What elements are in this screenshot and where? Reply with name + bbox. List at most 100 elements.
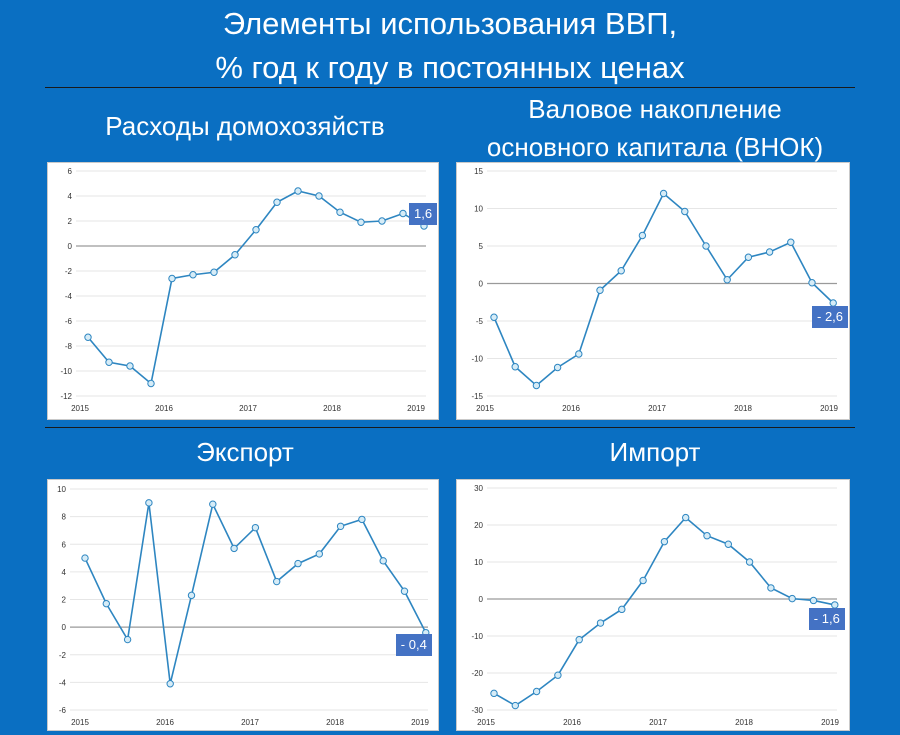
y-tick-label: 4: [62, 568, 67, 577]
data-point: [210, 268, 218, 276]
data-point: [809, 596, 818, 605]
data-point: [808, 279, 816, 287]
data-point: [166, 680, 174, 688]
y-tick-label: 6: [62, 540, 67, 549]
data-point: [703, 532, 711, 540]
data-point: [145, 499, 153, 507]
y-tick-label: 0: [62, 623, 67, 632]
title-divider: [45, 87, 855, 88]
data-point: [575, 350, 583, 358]
chart-title-export: Экспорт: [196, 437, 294, 467]
x-tick-label: 2017: [649, 718, 667, 727]
x-tick-label: 2019: [821, 718, 839, 727]
x-tick-label: 2015: [71, 404, 89, 413]
data-point: [147, 379, 155, 388]
chart-panel-export: -6 -4 -2 0 2 4 6 8 10 2015 2016 2017 2018 2019 - 0,4: [47, 479, 439, 731]
data-point: [102, 599, 110, 608]
data-point: [682, 513, 690, 522]
data-point: [399, 209, 407, 218]
chart-panel-import: -30 -20 -10 0 10 20 30 2015 2016 2017 2018 2019 - 1…: [456, 479, 850, 731]
series-line: [87, 190, 425, 385]
data-point: [659, 189, 668, 198]
data-point: [638, 231, 647, 240]
y-tick-label: -2: [65, 267, 73, 276]
data-point: [511, 701, 519, 710]
data-point: [575, 636, 583, 644]
y-tick-label: 10: [57, 485, 66, 494]
y-tick-label: -15: [471, 392, 483, 401]
y-tick-label: -5: [476, 317, 484, 326]
y-tick-label: -4: [59, 678, 67, 687]
chart-title-import: Импорт: [609, 437, 701, 467]
series-line: [493, 192, 834, 387]
data-point: [294, 559, 302, 568]
data-point: [209, 500, 217, 508]
x-tick-label: 2015: [477, 718, 495, 727]
data-point: [105, 358, 113, 366]
y-tick-label: 15: [474, 167, 483, 176]
y-tick-label: -4: [65, 292, 73, 301]
x-tick-label: 2018: [734, 404, 752, 413]
data-point: [400, 587, 409, 595]
data-point: [596, 286, 604, 294]
data-point: [702, 242, 710, 250]
data-point: [788, 594, 796, 603]
data-point: [765, 248, 774, 256]
y-tick-label: 8: [62, 513, 67, 522]
y-tick-label: 0: [479, 595, 484, 604]
data-point: [123, 635, 132, 644]
data-point: [252, 226, 260, 234]
x-tick-label: 2019: [820, 404, 838, 413]
x-tick-label: 2015: [71, 718, 89, 727]
data-point: [294, 187, 302, 195]
x-tick-label: 2016: [562, 404, 580, 413]
y-tick-label: -30: [471, 706, 483, 715]
data-point: [617, 267, 625, 275]
data-point: [596, 619, 605, 627]
chart-title-household: Расходы домохозяйств: [105, 111, 385, 141]
y-tick-label: 5: [479, 242, 484, 251]
chart-title-investment: Валовое накопление основного капитала (В…: [455, 90, 855, 166]
last-value-label-export: - 0,4: [395, 633, 432, 656]
x-tick-label: 2016: [563, 718, 581, 727]
data-point: [189, 271, 197, 279]
data-point: [724, 540, 732, 548]
chart-import: -30 -20 -10 0 10 20 30 2015 2016 2017 2018 2019: [471, 484, 839, 727]
data-point: [379, 557, 387, 565]
page-title-line-1: Элементы использования ВВП,: [222, 6, 678, 41]
y-tick-label: 4: [68, 192, 73, 201]
chart-investment: -15 -10 -5 0 5 10 15 2015 2016 2017 2018 2019: [471, 167, 838, 413]
series-line: [493, 516, 835, 707]
x-tick-label: 2017: [239, 404, 257, 413]
data-point: [660, 537, 669, 546]
data-point: [231, 251, 239, 259]
y-tick-label: 10: [474, 205, 483, 214]
y-tick-label: 20: [474, 521, 483, 530]
data-point: [787, 238, 795, 246]
data-point: [357, 218, 365, 226]
data-point: [168, 274, 176, 283]
data-point: [378, 217, 386, 225]
data-point: [84, 333, 92, 341]
data-point: [618, 605, 626, 614]
chart-title-investment-line-1: Валовое накопление: [528, 94, 782, 124]
y-tick-label: 6: [68, 167, 73, 176]
x-tick-label: 2019: [411, 718, 429, 727]
y-tick-label: -8: [65, 342, 73, 351]
last-value-label-import: - 1,6: [808, 607, 845, 630]
data-point: [532, 687, 541, 696]
data-point: [336, 208, 344, 216]
data-point: [490, 313, 498, 321]
y-tick-label: -6: [65, 317, 73, 326]
x-tick-label: 2016: [155, 404, 173, 413]
data-point: [187, 591, 196, 600]
x-tick-label: 2019: [407, 404, 425, 413]
y-tick-label: 10: [474, 558, 483, 567]
data-point: [511, 363, 519, 371]
x-tick-label: 2018: [323, 404, 341, 413]
y-tick-label: 0: [68, 242, 73, 251]
x-tick-label: 2018: [735, 718, 753, 727]
x-tick-label: 2017: [241, 718, 259, 727]
y-tick-label: -12: [60, 392, 72, 401]
page-title-line-2: % год к году в постоянных ценах: [215, 50, 685, 85]
